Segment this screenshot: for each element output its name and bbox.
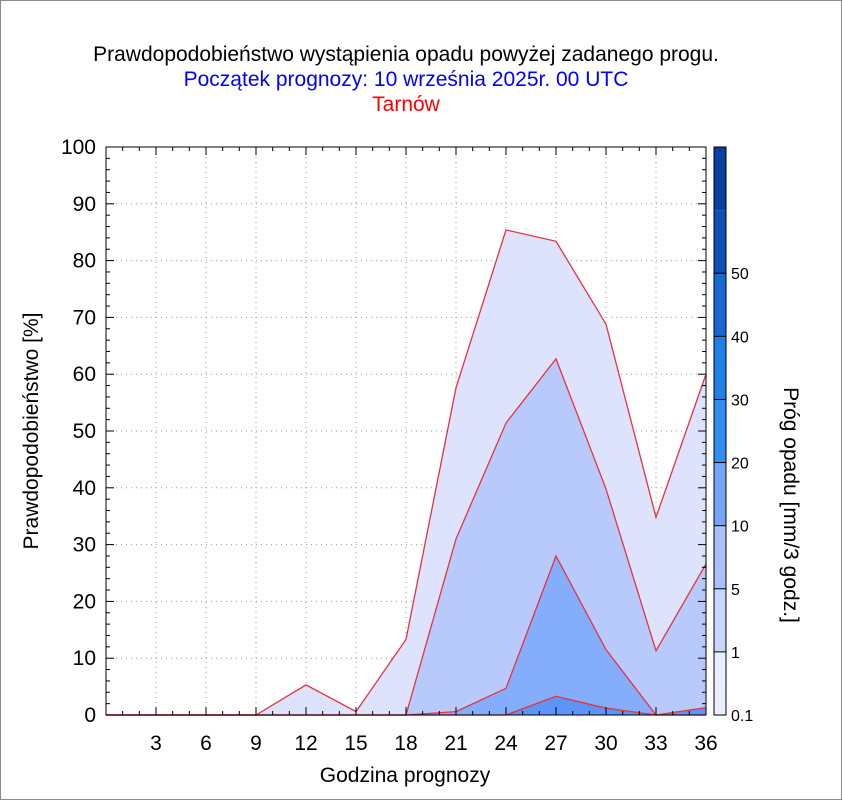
x-tick-label: 12 xyxy=(294,732,317,755)
x-tick-label: 21 xyxy=(444,732,467,755)
colorbar-tick-label: 1 xyxy=(731,645,740,662)
x-axis-label: Godzina prognozy xyxy=(320,764,491,787)
colorbar-tick-label: 30 xyxy=(731,392,749,409)
x-tick-label: 18 xyxy=(394,732,417,755)
y-tick-label: 20 xyxy=(73,590,96,613)
y-tick-label: 30 xyxy=(73,534,96,557)
colorbar-border xyxy=(713,146,727,716)
y-tick-label: 60 xyxy=(73,363,96,386)
y-axis-label: Prawdopodobieństwo [%] xyxy=(20,313,43,550)
x-tick-label: 24 xyxy=(494,732,518,755)
chart-title: Prawdopodobieństwo wystąpienia opadu pow… xyxy=(93,43,719,66)
colorbar-band xyxy=(714,588,726,652)
colorbar-band xyxy=(714,273,726,337)
area-threshold-5 xyxy=(106,555,706,715)
colorbar-band xyxy=(714,210,726,274)
y-tick-label: 40 xyxy=(73,477,96,500)
x-tick-label: 6 xyxy=(200,732,212,755)
y-tick-label: 100 xyxy=(61,136,96,159)
chart-location: Tarnów xyxy=(372,93,440,116)
y-tick-label: 10 xyxy=(73,647,96,670)
y-tick-label: 0 xyxy=(84,704,96,727)
x-tick-label: 33 xyxy=(644,732,667,755)
y-tick-label: 80 xyxy=(73,250,96,273)
colorbar-tick-label: 50 xyxy=(731,266,749,283)
y-tick-label: 70 xyxy=(73,306,96,329)
colorbar-label: Próg opadu [mm/3 godz.] xyxy=(779,387,802,623)
colorbar-tick-label: 10 xyxy=(731,519,749,536)
colorbar-band xyxy=(714,147,726,211)
y-tick-label: 50 xyxy=(73,420,96,443)
x-tick-label: 9 xyxy=(250,732,262,755)
colorbar-band xyxy=(714,651,726,715)
colorbar-band xyxy=(714,525,726,589)
x-tick-label: 27 xyxy=(544,732,567,755)
colorbar-tick-label: 40 xyxy=(731,329,749,346)
colorbar-band xyxy=(714,336,726,400)
x-tick-label: 3 xyxy=(150,732,162,755)
x-tick-label: 15 xyxy=(344,732,367,755)
colorbar-tick-label: 0.1 xyxy=(731,708,753,725)
colorbar-band xyxy=(714,462,726,526)
colorbar-tick-label: 5 xyxy=(731,582,740,599)
x-tick-label: 36 xyxy=(694,732,717,755)
y-tick-label: 90 xyxy=(73,193,96,216)
chart-subtitle: Początek prognozy: 10 września 2025r. 00… xyxy=(183,68,629,91)
colorbar-tick-label: 20 xyxy=(731,456,749,473)
colorbar-band xyxy=(714,399,726,463)
x-tick-label: 30 xyxy=(594,732,617,755)
